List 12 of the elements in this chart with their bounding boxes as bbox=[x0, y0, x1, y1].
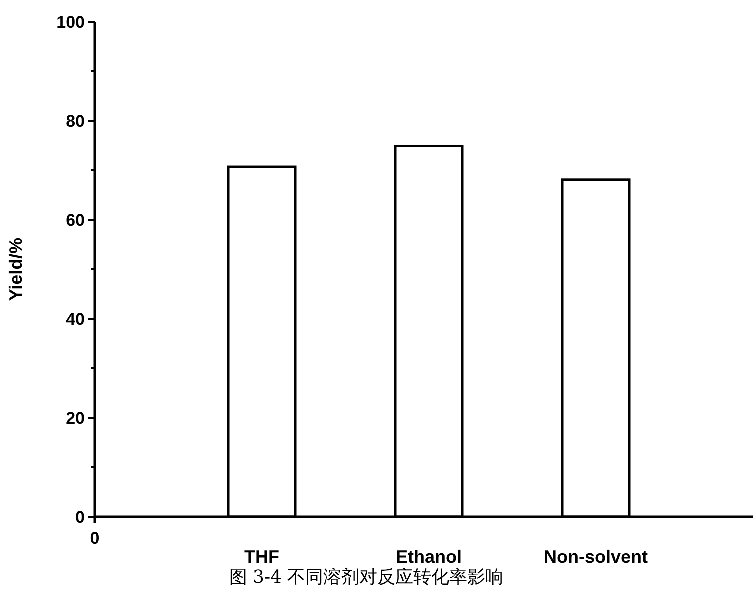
x-tick-label: Non-solvent bbox=[544, 547, 648, 567]
caption: 图 3-4 不同溶剂对反应转化率影响 bbox=[229, 567, 504, 588]
y-tick-label: 0 bbox=[76, 508, 85, 527]
x-tick-label: THF bbox=[244, 547, 280, 567]
y-tick-label: 80 bbox=[66, 112, 85, 131]
x-tick-label: Ethanol bbox=[396, 547, 462, 567]
y-axis-title: Yield/% bbox=[6, 238, 26, 302]
y-tick-label: 60 bbox=[66, 211, 85, 230]
y-tick-label: 20 bbox=[66, 409, 85, 428]
y-tick-label: 100 bbox=[56, 13, 85, 32]
text: 0 bbox=[90, 529, 100, 548]
y-tick-label: 40 bbox=[66, 310, 85, 329]
